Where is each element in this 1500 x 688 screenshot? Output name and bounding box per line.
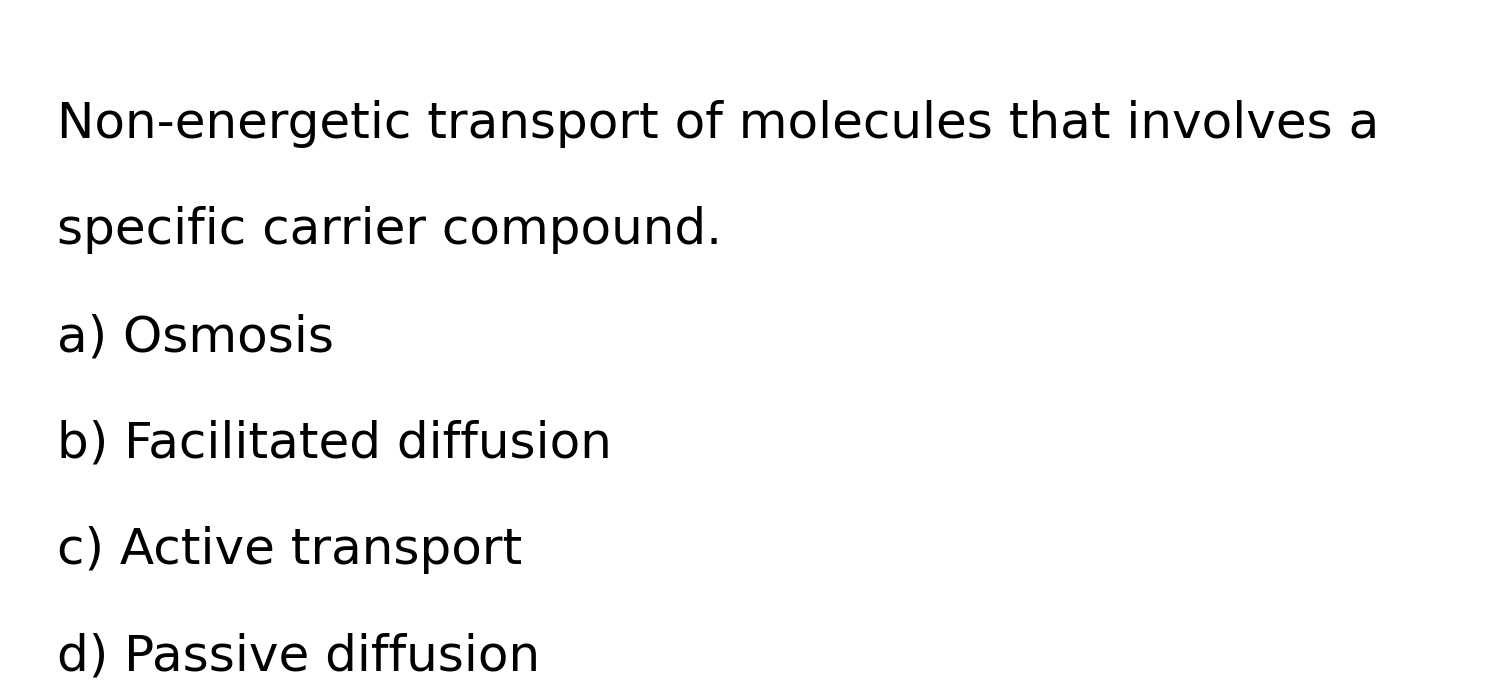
Text: Non-energetic transport of molecules that involves a: Non-energetic transport of molecules tha…	[57, 100, 1380, 148]
Text: c) Active transport: c) Active transport	[57, 526, 522, 574]
Text: specific carrier compound.: specific carrier compound.	[57, 206, 722, 255]
Text: b) Facilitated diffusion: b) Facilitated diffusion	[57, 420, 612, 468]
Text: a) Osmosis: a) Osmosis	[57, 313, 334, 361]
Text: d) Passive diffusion: d) Passive diffusion	[57, 633, 540, 681]
